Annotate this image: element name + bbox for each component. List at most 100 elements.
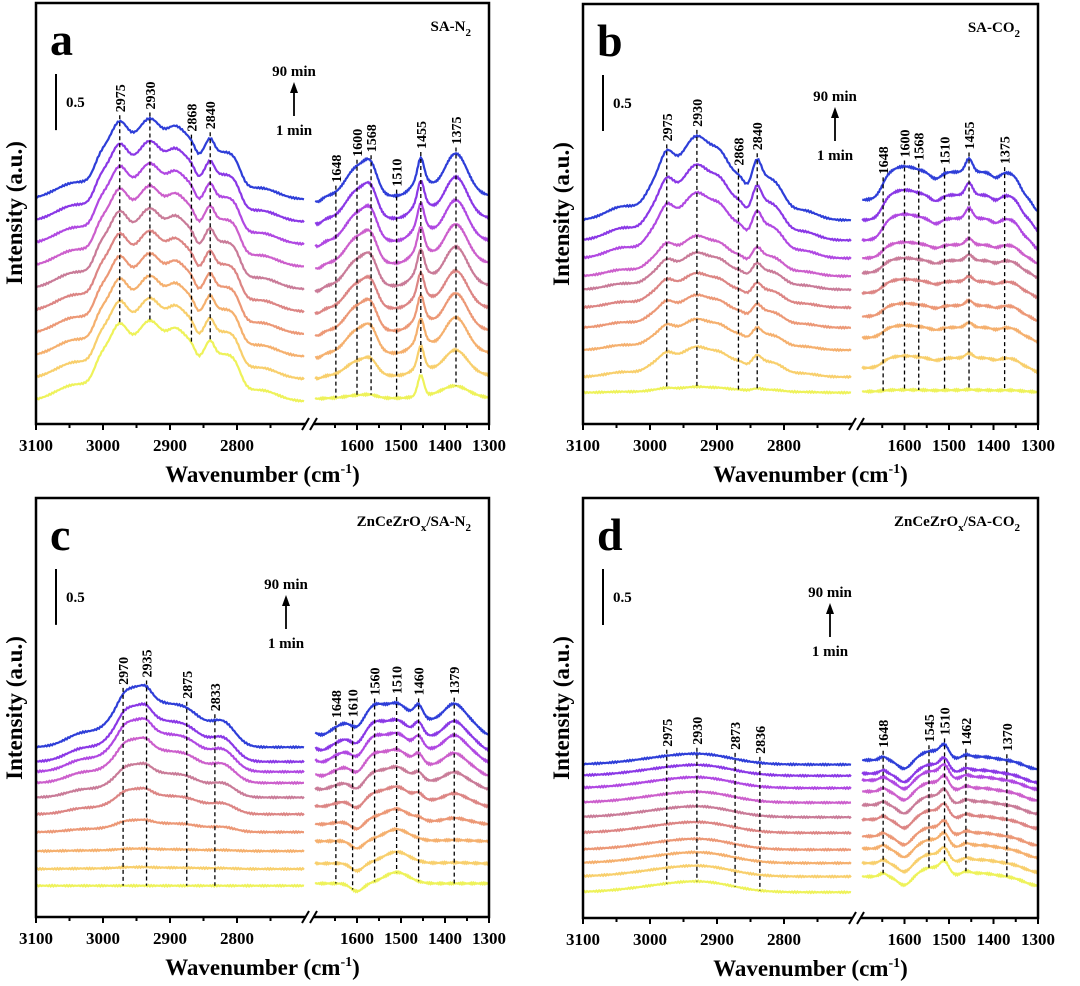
spectrum-curve-fingerprint-5 bbox=[314, 784, 490, 811]
spectrum-curve-fingerprint-7 bbox=[861, 772, 1038, 803]
spectrum-curve-fingerprint-4 bbox=[861, 297, 1038, 322]
spectrum-curve-fingerprint-6 bbox=[314, 244, 490, 294]
spectrum-curve-fingerprint-8 bbox=[861, 205, 1039, 251]
spectrum-curve-ch-stretch-10 bbox=[35, 683, 305, 750]
time-start-label: 1 min bbox=[817, 148, 854, 164]
peak-label: 2975 bbox=[661, 719, 676, 747]
spectrum-curve-fingerprint-9 bbox=[314, 174, 490, 227]
spectrum-curve-fingerprint-3 bbox=[861, 321, 1039, 344]
axis-break-mark bbox=[848, 911, 857, 925]
x-axis-label-superscript: -1 bbox=[888, 956, 900, 971]
x-axis-label-end: ) bbox=[352, 462, 360, 487]
spectrum-curve-fingerprint-2 bbox=[314, 849, 490, 874]
axis-break-gap bbox=[306, 421, 313, 427]
peak-label: 1379 bbox=[448, 667, 463, 695]
peak-label: 1510 bbox=[391, 666, 406, 694]
x-tick-label: 1600 bbox=[888, 436, 922, 455]
plot-frame bbox=[34, 1, 491, 426]
spectrum-curve-fingerprint-9 bbox=[861, 181, 1039, 233]
x-tick-label: 1400 bbox=[977, 436, 1011, 455]
axis-break-mark bbox=[309, 910, 318, 924]
panel-title: ZnCeZrOx/SA-CO2 bbox=[894, 514, 1021, 534]
title-subscript: 2 bbox=[1015, 522, 1021, 534]
x-tick-label: 2800 bbox=[767, 930, 801, 949]
time-start-label: 1 min bbox=[276, 123, 313, 139]
spectrum-curve-fingerprint-1 bbox=[861, 386, 1038, 395]
panel-title: SA-N2 bbox=[430, 19, 471, 39]
title-subscript: x bbox=[421, 522, 427, 534]
x-tick-label: 3000 bbox=[86, 929, 120, 948]
axis-break-mark bbox=[856, 417, 865, 431]
spectrum-curve-ch-stretch-5 bbox=[582, 270, 852, 310]
spectrum-curve-fingerprint-7 bbox=[861, 236, 1039, 265]
axis-break-mark bbox=[301, 417, 310, 431]
peak-label: 1370 bbox=[1001, 723, 1016, 751]
spectrum-curve-fingerprint-5 bbox=[861, 273, 1039, 300]
x-tick-label: 1500 bbox=[932, 436, 966, 455]
time-end-label: 90 min bbox=[264, 577, 308, 593]
peak-label: 1648 bbox=[330, 155, 345, 183]
spectrum-curve-ch-stretch-9 bbox=[35, 701, 305, 764]
peak-label: 2930 bbox=[144, 81, 159, 109]
x-tick-label: 1300 bbox=[472, 436, 506, 455]
spectrum-curve-ch-stretch-8 bbox=[35, 161, 305, 247]
peak-label: 1462 bbox=[960, 718, 975, 746]
spectrum-curve-fingerprint-7 bbox=[315, 746, 489, 779]
spectrum-curve-ch-stretch-1 bbox=[35, 318, 305, 403]
x-tick-label: 3100 bbox=[566, 436, 600, 455]
x-tick-label: 3100 bbox=[19, 436, 53, 455]
time-end-label: 90 min bbox=[813, 89, 857, 105]
plot-frame bbox=[581, 2, 1040, 426]
spectrum-curve-fingerprint-1 bbox=[314, 374, 489, 402]
peak-label: 1560 bbox=[369, 668, 384, 696]
spectrum-curve-ch-stretch-3 bbox=[582, 850, 852, 866]
peak-label: 1510 bbox=[939, 707, 954, 735]
peak-label: 1648 bbox=[877, 146, 892, 174]
x-axis-label-text: Wavenumber (cm bbox=[165, 462, 340, 487]
axis-break-mark bbox=[309, 417, 318, 431]
plot-frame bbox=[34, 496, 491, 919]
spectrum-curve-fingerprint-10 bbox=[861, 741, 1038, 771]
spectrum-curve-fingerprint-1 bbox=[861, 858, 1038, 888]
time-start-label: 1 min bbox=[268, 636, 305, 652]
spectrum-curve-fingerprint-9 bbox=[861, 755, 1039, 785]
x-tick-label: 1500 bbox=[384, 929, 418, 948]
spectrum-curve-fingerprint-2 bbox=[314, 344, 490, 382]
spectrum-curve-ch-stretch-3 bbox=[582, 317, 852, 353]
spectrum-curve-ch-stretch-8 bbox=[582, 190, 852, 261]
arrow-up-icon bbox=[290, 82, 298, 93]
peak-label: 1460 bbox=[413, 667, 428, 695]
spectrum-curve-ch-stretch-2 bbox=[582, 344, 852, 380]
panel-title: SA-CO2 bbox=[968, 20, 1021, 40]
title-text: ZnCeZrO bbox=[357, 514, 421, 530]
spectrum-curve-ch-stretch-9 bbox=[582, 163, 852, 243]
peak-label: 2975 bbox=[114, 84, 129, 112]
x-axis-label-superscript: -1 bbox=[340, 955, 352, 970]
peak-label: 1455 bbox=[415, 121, 430, 149]
x-axis-label-text: Wavenumber (cm bbox=[165, 955, 340, 980]
x-axis-label-superscript: -1 bbox=[340, 462, 352, 477]
x-tick-label: 2900 bbox=[700, 930, 734, 949]
x-tick-label: 1600 bbox=[340, 436, 374, 455]
x-tick-label: 1400 bbox=[428, 436, 462, 455]
title-subscript: 2 bbox=[466, 27, 472, 39]
spectrum-curve-ch-stretch-7 bbox=[35, 736, 304, 786]
x-tick-label: 3100 bbox=[566, 930, 600, 949]
spectrum-curve-ch-stretch-1 bbox=[582, 879, 852, 895]
y-axis-label: Intensity (a.u.) bbox=[549, 142, 574, 286]
x-tick-label: 2900 bbox=[700, 436, 734, 455]
x-tick-label: 1500 bbox=[384, 436, 418, 455]
x-axis-label-text: Wavenumber (cm bbox=[713, 956, 888, 981]
x-tick-label: 1300 bbox=[1021, 436, 1055, 455]
spectrum-curve-fingerprint-10 bbox=[314, 700, 489, 738]
x-tick-label: 3000 bbox=[633, 930, 667, 949]
peak-label: 2836 bbox=[754, 726, 769, 754]
spectrum-curve-ch-stretch-1 bbox=[582, 384, 852, 395]
spectrum-curve-ch-stretch-9 bbox=[582, 762, 852, 778]
spectrum-curve-fingerprint-3 bbox=[861, 830, 1039, 860]
peak-label: 1455 bbox=[963, 122, 978, 150]
spectrum-curve-fingerprint-8 bbox=[314, 731, 490, 765]
title-text: SA-N bbox=[430, 19, 465, 35]
x-tick-label: 2800 bbox=[220, 929, 254, 948]
